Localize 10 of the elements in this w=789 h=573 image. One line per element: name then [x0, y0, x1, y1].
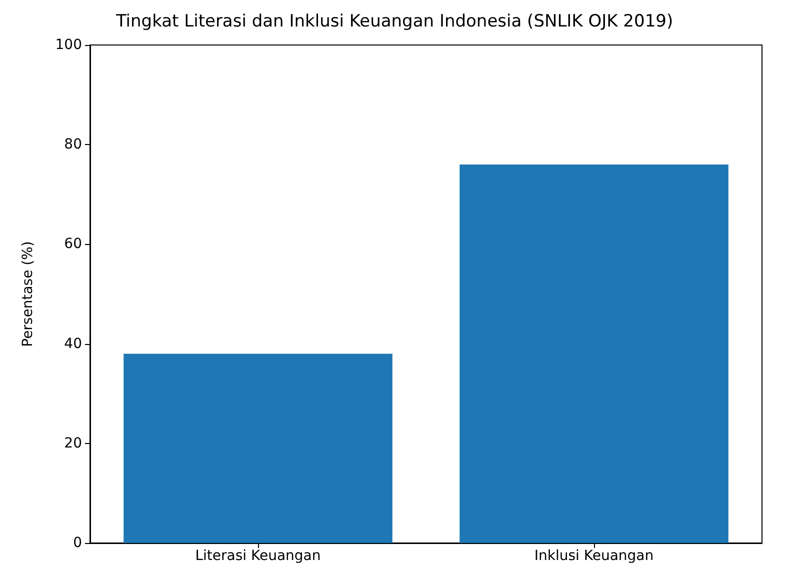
y-tick-label: 20	[64, 435, 82, 452]
x-tick-label: Literasi Keuangan	[195, 548, 321, 564]
chart-title: Tingkat Literasi dan Inklusi Keuangan Indonesia (SNLIK OJK 2019)	[114, 12, 674, 32]
y-axis-title: Persentase (%)	[20, 241, 36, 347]
y-tick-label: 60	[64, 236, 82, 252]
y-tick-label: 80	[64, 136, 82, 153]
y-tick-label: 0	[73, 535, 82, 551]
x-tick-label: Inklusi Keuangan	[534, 548, 654, 564]
y-tick-label: 100	[55, 37, 82, 53]
y-tick-label: 40	[64, 336, 82, 352]
